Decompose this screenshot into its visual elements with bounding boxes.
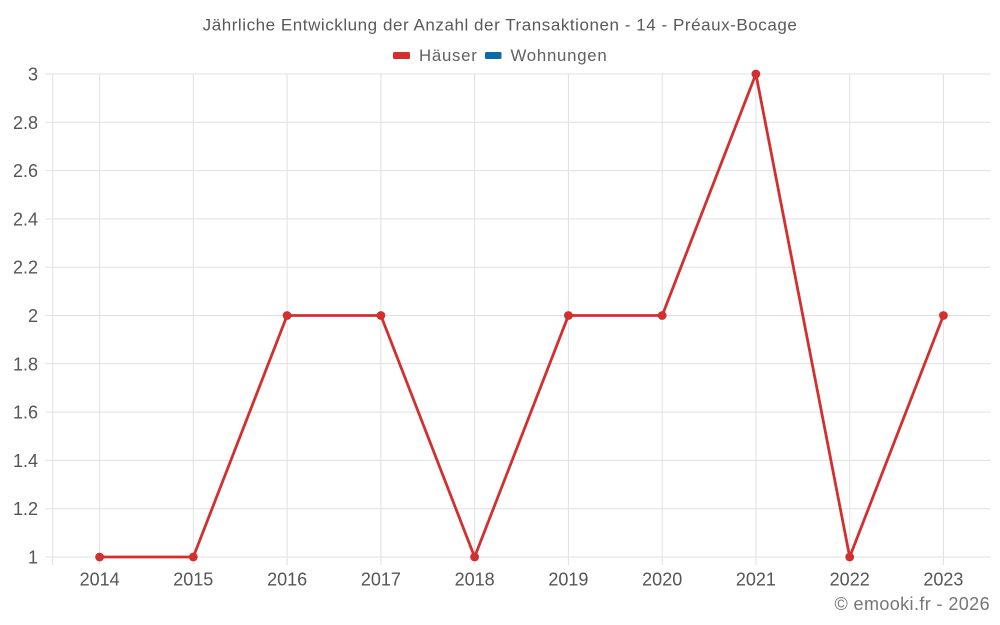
svg-text:2016: 2016 [267, 570, 307, 590]
svg-text:2019: 2019 [548, 570, 588, 590]
svg-text:2.6: 2.6 [13, 161, 38, 181]
svg-text:2018: 2018 [455, 570, 495, 590]
svg-text:1.2: 1.2 [13, 499, 38, 519]
svg-text:1.8: 1.8 [13, 354, 38, 374]
svg-text:2020: 2020 [642, 570, 682, 590]
svg-text:2014: 2014 [80, 570, 120, 590]
svg-text:2.8: 2.8 [13, 113, 38, 133]
svg-text:2022: 2022 [830, 570, 870, 590]
svg-text:2: 2 [28, 306, 38, 326]
svg-text:© emooki.fr - 2026: © emooki.fr - 2026 [834, 594, 990, 614]
svg-text:Jährliche Entwicklung der Anza: Jährliche Entwicklung der Anzahl der Tra… [203, 16, 798, 35]
svg-text:1.4: 1.4 [13, 451, 38, 471]
svg-text:2017: 2017 [361, 570, 401, 590]
svg-text:1.6: 1.6 [13, 403, 38, 423]
svg-text:Wohnungen: Wohnungen [511, 46, 608, 65]
svg-text:2.4: 2.4 [13, 209, 38, 229]
svg-text:2023: 2023 [923, 570, 963, 590]
svg-text:3: 3 [28, 65, 38, 85]
svg-text:1: 1 [28, 548, 38, 568]
svg-text:2021: 2021 [736, 570, 776, 590]
svg-text:2015: 2015 [173, 570, 213, 590]
svg-text:Häuser: Häuser [419, 46, 478, 65]
svg-text:2.2: 2.2 [13, 258, 38, 278]
